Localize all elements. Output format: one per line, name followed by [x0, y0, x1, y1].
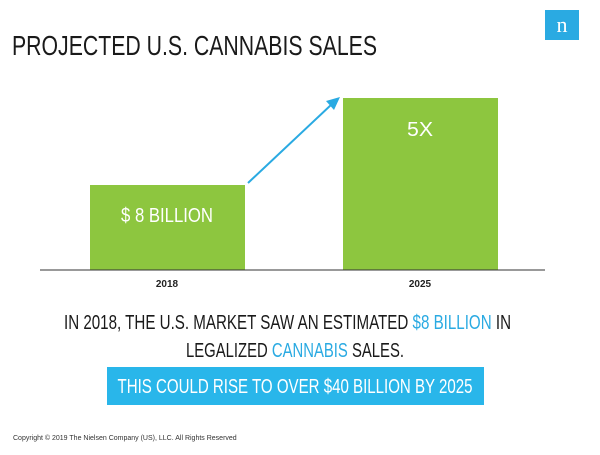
statement-text: IN	[496, 312, 511, 334]
statement-line: LEGALIZED CANNABIS SALES.	[186, 340, 404, 362]
slide-title: PROJECTED U.S. CANNABIS SALES	[12, 30, 377, 61]
bar-label: $ 8 BILLION	[121, 205, 213, 227]
statement-emphasis: CANNABIS	[272, 340, 348, 362]
statement-text: IN 2018, THE U.S. MARKET SAW AN ESTIMATE…	[64, 312, 408, 334]
highlight-box	[107, 367, 484, 405]
logo: n	[557, 12, 568, 37]
bar	[343, 98, 498, 270]
copyright: Copyright © 2019 The Nielsen Company (US…	[13, 434, 237, 442]
logo-box	[545, 10, 579, 40]
category-label: 2018	[156, 279, 179, 290]
highlight-text: THIS COULD RISE TO OVER $40 BILLION BY 2…	[118, 376, 473, 398]
bar	[90, 185, 245, 270]
statement-line: IN 2018, THE U.S. MARKET SAW AN ESTIMATE…	[64, 312, 511, 334]
statement-text: LEGALIZED	[186, 340, 268, 362]
bar-label: 5X	[407, 119, 433, 141]
category-label: 2025	[409, 279, 432, 290]
statement-emphasis: $8 BILLION	[413, 312, 492, 334]
growth-arrow	[247, 103, 333, 184]
arrow-head	[326, 97, 340, 110]
statement-text: SALES.	[352, 340, 404, 362]
